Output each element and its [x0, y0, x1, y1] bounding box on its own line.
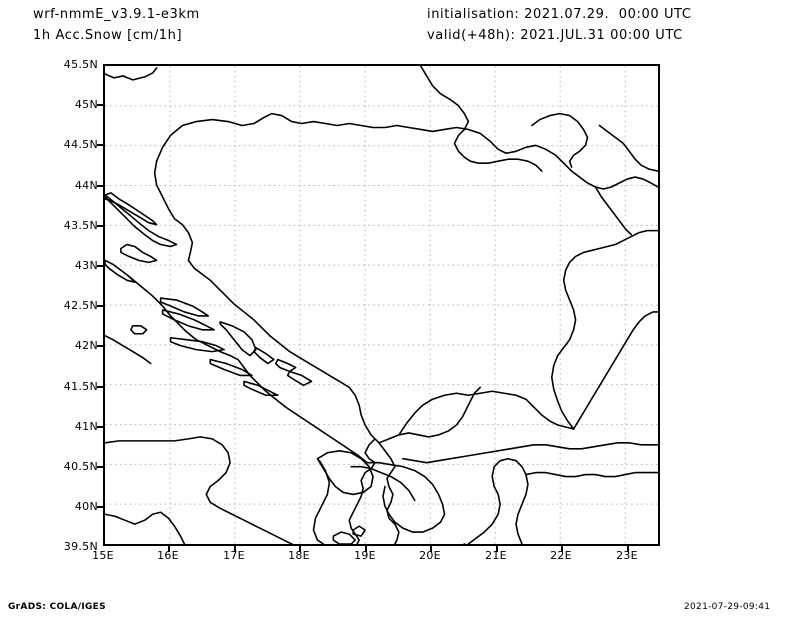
ytick-label-41_5n: 41.5N: [63, 380, 98, 393]
xtick-label-21e: 21E: [485, 549, 507, 562]
coastline-borders: [105, 66, 658, 544]
map-canvas: [105, 66, 658, 544]
ytick-mark-40_5n: [97, 466, 103, 468]
xtick-mark-22e: [561, 546, 563, 552]
render-timestamp: 2021-07-29-09:41: [684, 602, 771, 612]
xtick-mark-20e: [430, 546, 432, 552]
ytick-label-43_5n: 43.5N: [63, 219, 98, 232]
xtick-label-16e: 16E: [157, 549, 179, 562]
ytick-mark-41n: [97, 426, 103, 428]
xtick-mark-19e: [365, 546, 367, 552]
xtick-label-17e: 17E: [223, 549, 245, 562]
ytick-label-42_5n: 42.5N: [63, 299, 98, 312]
ytick-mark-44n: [97, 185, 103, 187]
initialisation-time: initialisation: 2021.07.29. 00:00 UTC: [427, 7, 692, 22]
xtick-label-23e: 23E: [616, 549, 638, 562]
ytick-label-40_5n: 40.5N: [63, 460, 98, 473]
ytick-mark-42n: [97, 345, 103, 347]
xtick-label-22e: 22E: [550, 549, 572, 562]
ytick-mark-44_5n: [97, 144, 103, 146]
xtick-label-18e: 18E: [288, 549, 310, 562]
xtick-label-19e: 19E: [354, 549, 376, 562]
xtick-mark-18e: [299, 546, 301, 552]
ytick-label-39_5n: 39.5N: [63, 540, 98, 553]
ytick-label-44_5n: 44.5N: [63, 138, 98, 151]
ytick-label-45n: 45N: [74, 98, 98, 111]
map-plot-area: [103, 64, 660, 546]
ytick-label-41n: 41N: [74, 420, 98, 433]
model-title: wrf-nmmE_v3.9.1-e3km: [33, 7, 200, 22]
field-title: 1h Acc.Snow [cm/1h]: [33, 28, 183, 43]
xtick-label-20e: 20E: [419, 549, 441, 562]
ytick-mark-40n: [97, 506, 103, 508]
grads-credit: GrADS: COLA/IGES: [8, 602, 106, 612]
ytick-label-42n: 42N: [74, 339, 98, 352]
ytick-mark-43_5n: [97, 225, 103, 227]
ytick-mark-42_5n: [97, 305, 103, 307]
ytick-label-43n: 43N: [74, 259, 98, 272]
xtick-mark-21e: [496, 546, 498, 552]
ytick-mark-45n: [97, 104, 103, 106]
xtick-mark-23e: [627, 546, 629, 552]
ytick-mark-43n: [97, 265, 103, 267]
ytick-label-40n: 40N: [74, 500, 98, 513]
ytick-mark-41_5n: [97, 386, 103, 388]
xtick-mark-16e: [168, 546, 170, 552]
ytick-label-45_5n: 45.5N: [63, 58, 98, 71]
valid-time: valid(+48h): 2021.JUL.31 00:00 UTC: [427, 28, 683, 43]
xtick-mark-17e: [234, 546, 236, 552]
ytick-label-44n: 44N: [74, 179, 98, 192]
xtick-label-15e: 15E: [92, 549, 114, 562]
